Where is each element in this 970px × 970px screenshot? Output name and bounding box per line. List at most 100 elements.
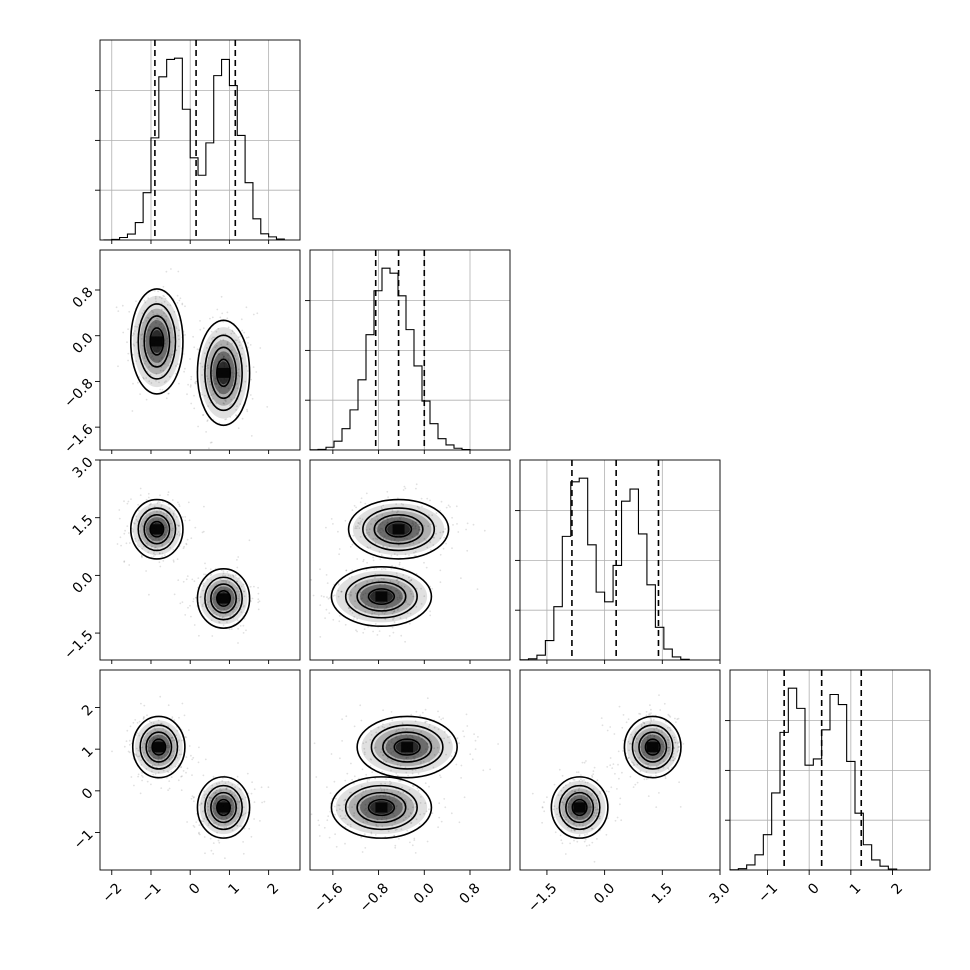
scatter-point bbox=[334, 813, 336, 816]
scatter-point bbox=[219, 610, 222, 612]
scatter-point bbox=[115, 306, 118, 309]
scatter-point bbox=[442, 547, 445, 550]
contour-line bbox=[216, 590, 232, 607]
scatter-point bbox=[333, 594, 336, 597]
xtick-label: −1 bbox=[139, 880, 165, 906]
scatter-point bbox=[397, 582, 399, 585]
scatter-point bbox=[145, 320, 148, 322]
scatter-point bbox=[349, 609, 352, 612]
scatter-point bbox=[420, 796, 422, 798]
scatter-point bbox=[627, 718, 630, 721]
scatter-point bbox=[194, 382, 197, 385]
scatter-point bbox=[397, 592, 400, 594]
scatter-point bbox=[652, 718, 655, 721]
scatter-point bbox=[211, 635, 214, 637]
scatter-point bbox=[386, 490, 389, 493]
scatter-point bbox=[414, 755, 416, 758]
scatter-point bbox=[409, 539, 412, 541]
contour-line bbox=[131, 715, 186, 779]
scatter-point bbox=[128, 542, 131, 544]
scatter-point bbox=[171, 499, 174, 501]
scatter-point bbox=[396, 828, 398, 831]
scatter-point bbox=[428, 726, 430, 728]
scatter-point bbox=[390, 587, 392, 589]
scatter-point bbox=[645, 757, 648, 759]
scatter-point bbox=[415, 710, 418, 713]
scatter-point bbox=[207, 606, 210, 609]
scatter-point bbox=[128, 310, 131, 313]
scatter-point bbox=[318, 824, 321, 827]
scatter-point bbox=[629, 742, 632, 745]
scatter-point bbox=[421, 505, 423, 508]
scatter-point bbox=[543, 810, 546, 813]
scatter-point bbox=[357, 522, 359, 524]
contour-line bbox=[149, 327, 165, 356]
scatter-point bbox=[235, 606, 238, 609]
scatter-point bbox=[428, 514, 430, 516]
scatter-point bbox=[554, 831, 557, 834]
scatter-point bbox=[391, 516, 393, 519]
scatter-point bbox=[413, 554, 416, 557]
scatter-point bbox=[190, 754, 192, 757]
scatter-point bbox=[160, 314, 163, 317]
scatter-point bbox=[365, 569, 368, 571]
scatter-point bbox=[337, 589, 340, 592]
scatter-point bbox=[390, 769, 392, 772]
scatter-point bbox=[573, 829, 575, 831]
scatter-point bbox=[382, 754, 384, 756]
scatter-point bbox=[355, 584, 357, 586]
scatter-point bbox=[394, 807, 397, 810]
scatter-point bbox=[592, 814, 595, 817]
scatter-point bbox=[594, 809, 597, 811]
scatter-point bbox=[170, 737, 173, 739]
scatter-point bbox=[384, 793, 387, 796]
scatter-point bbox=[168, 507, 171, 510]
scatter-point bbox=[581, 779, 584, 782]
contour-line bbox=[362, 507, 436, 552]
scatter-point bbox=[627, 757, 630, 759]
scatter-point bbox=[455, 505, 458, 508]
scatter-point bbox=[414, 852, 417, 854]
scatter-point bbox=[187, 383, 190, 386]
scatter-point bbox=[154, 757, 157, 760]
scatter-point bbox=[341, 718, 343, 721]
scatter-point bbox=[367, 605, 370, 607]
xtick-label: 3.0 bbox=[707, 880, 734, 907]
scatter-point bbox=[567, 826, 569, 829]
scatter-point bbox=[642, 753, 644, 756]
scatter-point bbox=[206, 347, 208, 349]
scatter-point bbox=[237, 372, 239, 374]
scatter-point bbox=[191, 578, 194, 581]
scatter-point bbox=[183, 545, 186, 548]
scatter-point bbox=[372, 798, 374, 801]
scatter-point bbox=[364, 502, 367, 505]
scatter-point bbox=[204, 394, 206, 397]
scatter-point bbox=[625, 721, 628, 724]
scatter-point bbox=[235, 339, 238, 342]
scatter-point bbox=[669, 726, 671, 729]
scatter-point bbox=[209, 837, 212, 840]
xtick-label: 1 bbox=[225, 880, 243, 898]
scatter-point bbox=[208, 814, 211, 817]
diagonal-panel-3 bbox=[725, 669, 931, 871]
scatter-point bbox=[369, 765, 372, 767]
scatter-point bbox=[390, 759, 393, 762]
xtick-label: 0.0 bbox=[411, 880, 438, 907]
scatter-point bbox=[136, 721, 139, 724]
scatter-point bbox=[151, 770, 153, 773]
scatter-point bbox=[165, 397, 168, 400]
scatter-point bbox=[152, 311, 154, 313]
scatter-point bbox=[233, 608, 236, 611]
scatter-point bbox=[390, 554, 393, 557]
scatter-point bbox=[152, 555, 155, 557]
scatter-point bbox=[234, 355, 237, 357]
scatter-point bbox=[193, 796, 195, 798]
contour-line bbox=[644, 738, 661, 756]
ytick-label: −0.8 bbox=[61, 376, 96, 411]
scatter-point bbox=[154, 546, 157, 549]
scatter-point bbox=[419, 714, 422, 717]
scatter-point bbox=[193, 826, 196, 828]
scatter-point bbox=[156, 737, 158, 739]
scatter-point bbox=[231, 799, 234, 801]
scatter-point bbox=[376, 634, 379, 636]
